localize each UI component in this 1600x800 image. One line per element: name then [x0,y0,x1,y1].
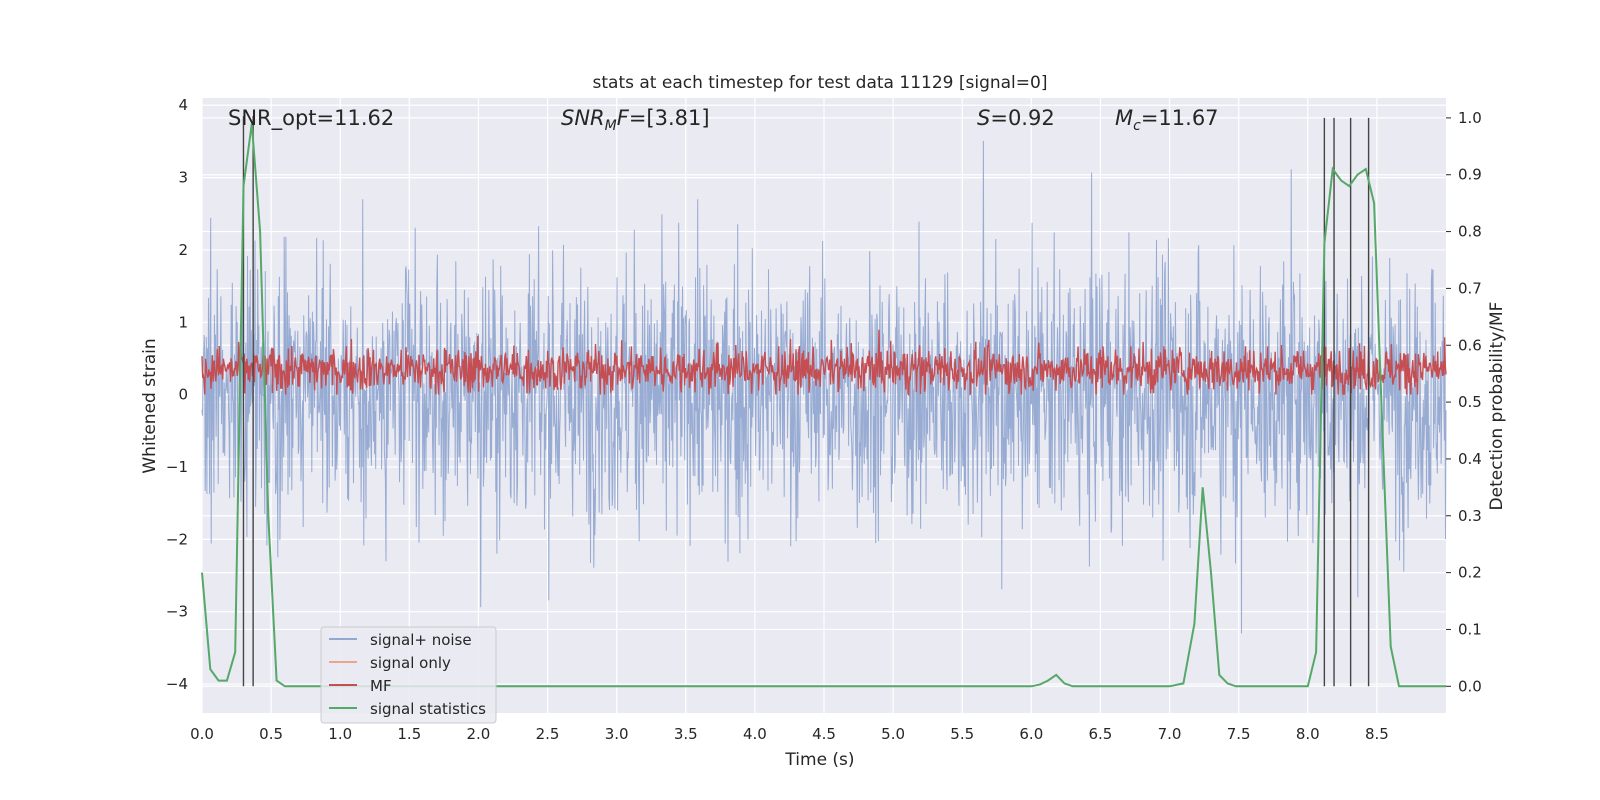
y-right-tick-label: 0.5 [1458,393,1482,411]
chart-title: stats at each timestep for test data 111… [593,73,1048,93]
annotation-s-symbol: S [977,106,990,130]
annotation-snr-mf-value: =[3.81] [629,106,710,130]
vertical-markers [242,116,1370,687]
series-line-signal-statistics [201,123,1446,688]
x-tick-label: 4.0 [743,725,767,743]
y-left-tick-label: −4 [166,675,188,693]
series-signal-statistics [201,123,1447,688]
annotation-snr-opt: SNR_opt=11.62 [228,106,394,131]
annotation-mc-subscript: c [1133,118,1141,134]
x-tick-label: 7.0 [1158,725,1182,743]
annotation-snr-mf: SNRMF=[3.81] [561,106,710,134]
y-left-tick-label: −3 [166,603,188,621]
annotation-snr-mf-subscript: M [605,118,617,134]
y-left-tick-label: 2 [178,241,188,259]
x-tick-label: 8.0 [1296,725,1320,743]
y-right-tick-label: 1.0 [1458,109,1482,127]
x-tick-label: 0.5 [259,725,283,743]
legend-label-signal-statistics: signal statistics [370,700,486,718]
y-left-tick-label: −2 [166,530,188,548]
annotation-s: S=0.92 [977,106,1055,130]
y-right-tick-label: 0.7 [1458,279,1482,297]
x-tick-label: 2.5 [536,725,560,743]
x-tick-label: 6.0 [1019,725,1043,743]
x-tick-label: 0.0 [190,725,214,743]
x-tick-label: 8.5 [1365,725,1389,743]
y-axis-label-right: Detection probability/MF [1487,302,1507,511]
y-left-tick-label: 3 [178,169,188,187]
legend: signal+ noise signal only MF signal stat… [320,626,497,724]
y-right-tick-label: 0.1 [1458,620,1482,638]
x-tick-label: 3.5 [674,725,698,743]
x-tick-label: 6.5 [1089,725,1113,743]
y-right-tick-label: 0.8 [1458,223,1482,241]
y-right-tick-label: 0.2 [1458,564,1482,582]
series-mf [201,329,1447,397]
y-left-tick-label: 4 [178,96,188,114]
y-left-tick-label: 1 [178,313,188,331]
y-right-tick-label: 0.9 [1458,166,1482,184]
x-axis-label: Time (s) [784,750,854,770]
y-axis-label-left: Whitened strain [140,338,160,473]
legend-label-mf: MF [370,677,392,695]
x-tick-label: 5.5 [950,725,974,743]
annotation-snr-mf-tail: F [617,106,630,130]
series-line-signal-plus-noise [201,140,1447,634]
annotation-mc-symbol: M [1115,106,1133,130]
series-signal-plus-noise [201,140,1447,634]
x-tick-label: 2.0 [467,725,491,743]
x-tick-label: 4.5 [812,725,836,743]
x-tick-label: 5.0 [881,725,905,743]
y-right-tick-label: 0.0 [1458,677,1482,695]
y-left-tick-label: −1 [166,458,188,476]
annotation-mc: Mc=11.67 [1115,106,1219,134]
y-right-tick-label: 0.3 [1458,507,1482,525]
annotation-mc-value: =11.67 [1141,106,1219,130]
y-right-tick-label: 0.4 [1458,450,1482,468]
series-line-mf [201,329,1447,397]
y-right-tick-label: 0.6 [1458,336,1482,354]
x-tick-label: 7.5 [1227,725,1251,743]
annotation-snr-mf-symbol: SNR [561,106,605,130]
x-tick-label: 1.5 [397,725,421,743]
legend-label-signal-noise: signal+ noise [370,631,472,649]
x-tick-label: 1.0 [328,725,352,743]
x-tick-label: 3.0 [605,725,629,743]
annotation-s-value: =0.92 [990,106,1054,130]
y-left-tick-label: 0 [178,386,188,404]
legend-label-signal-only: signal only [370,654,451,672]
axis-ticks: 0.0 0.5 1.0 1.5 2.0 2.5 3.0 3.5 4.0 4.5 5.0 5.5 6.0 6… [166,96,1482,743]
